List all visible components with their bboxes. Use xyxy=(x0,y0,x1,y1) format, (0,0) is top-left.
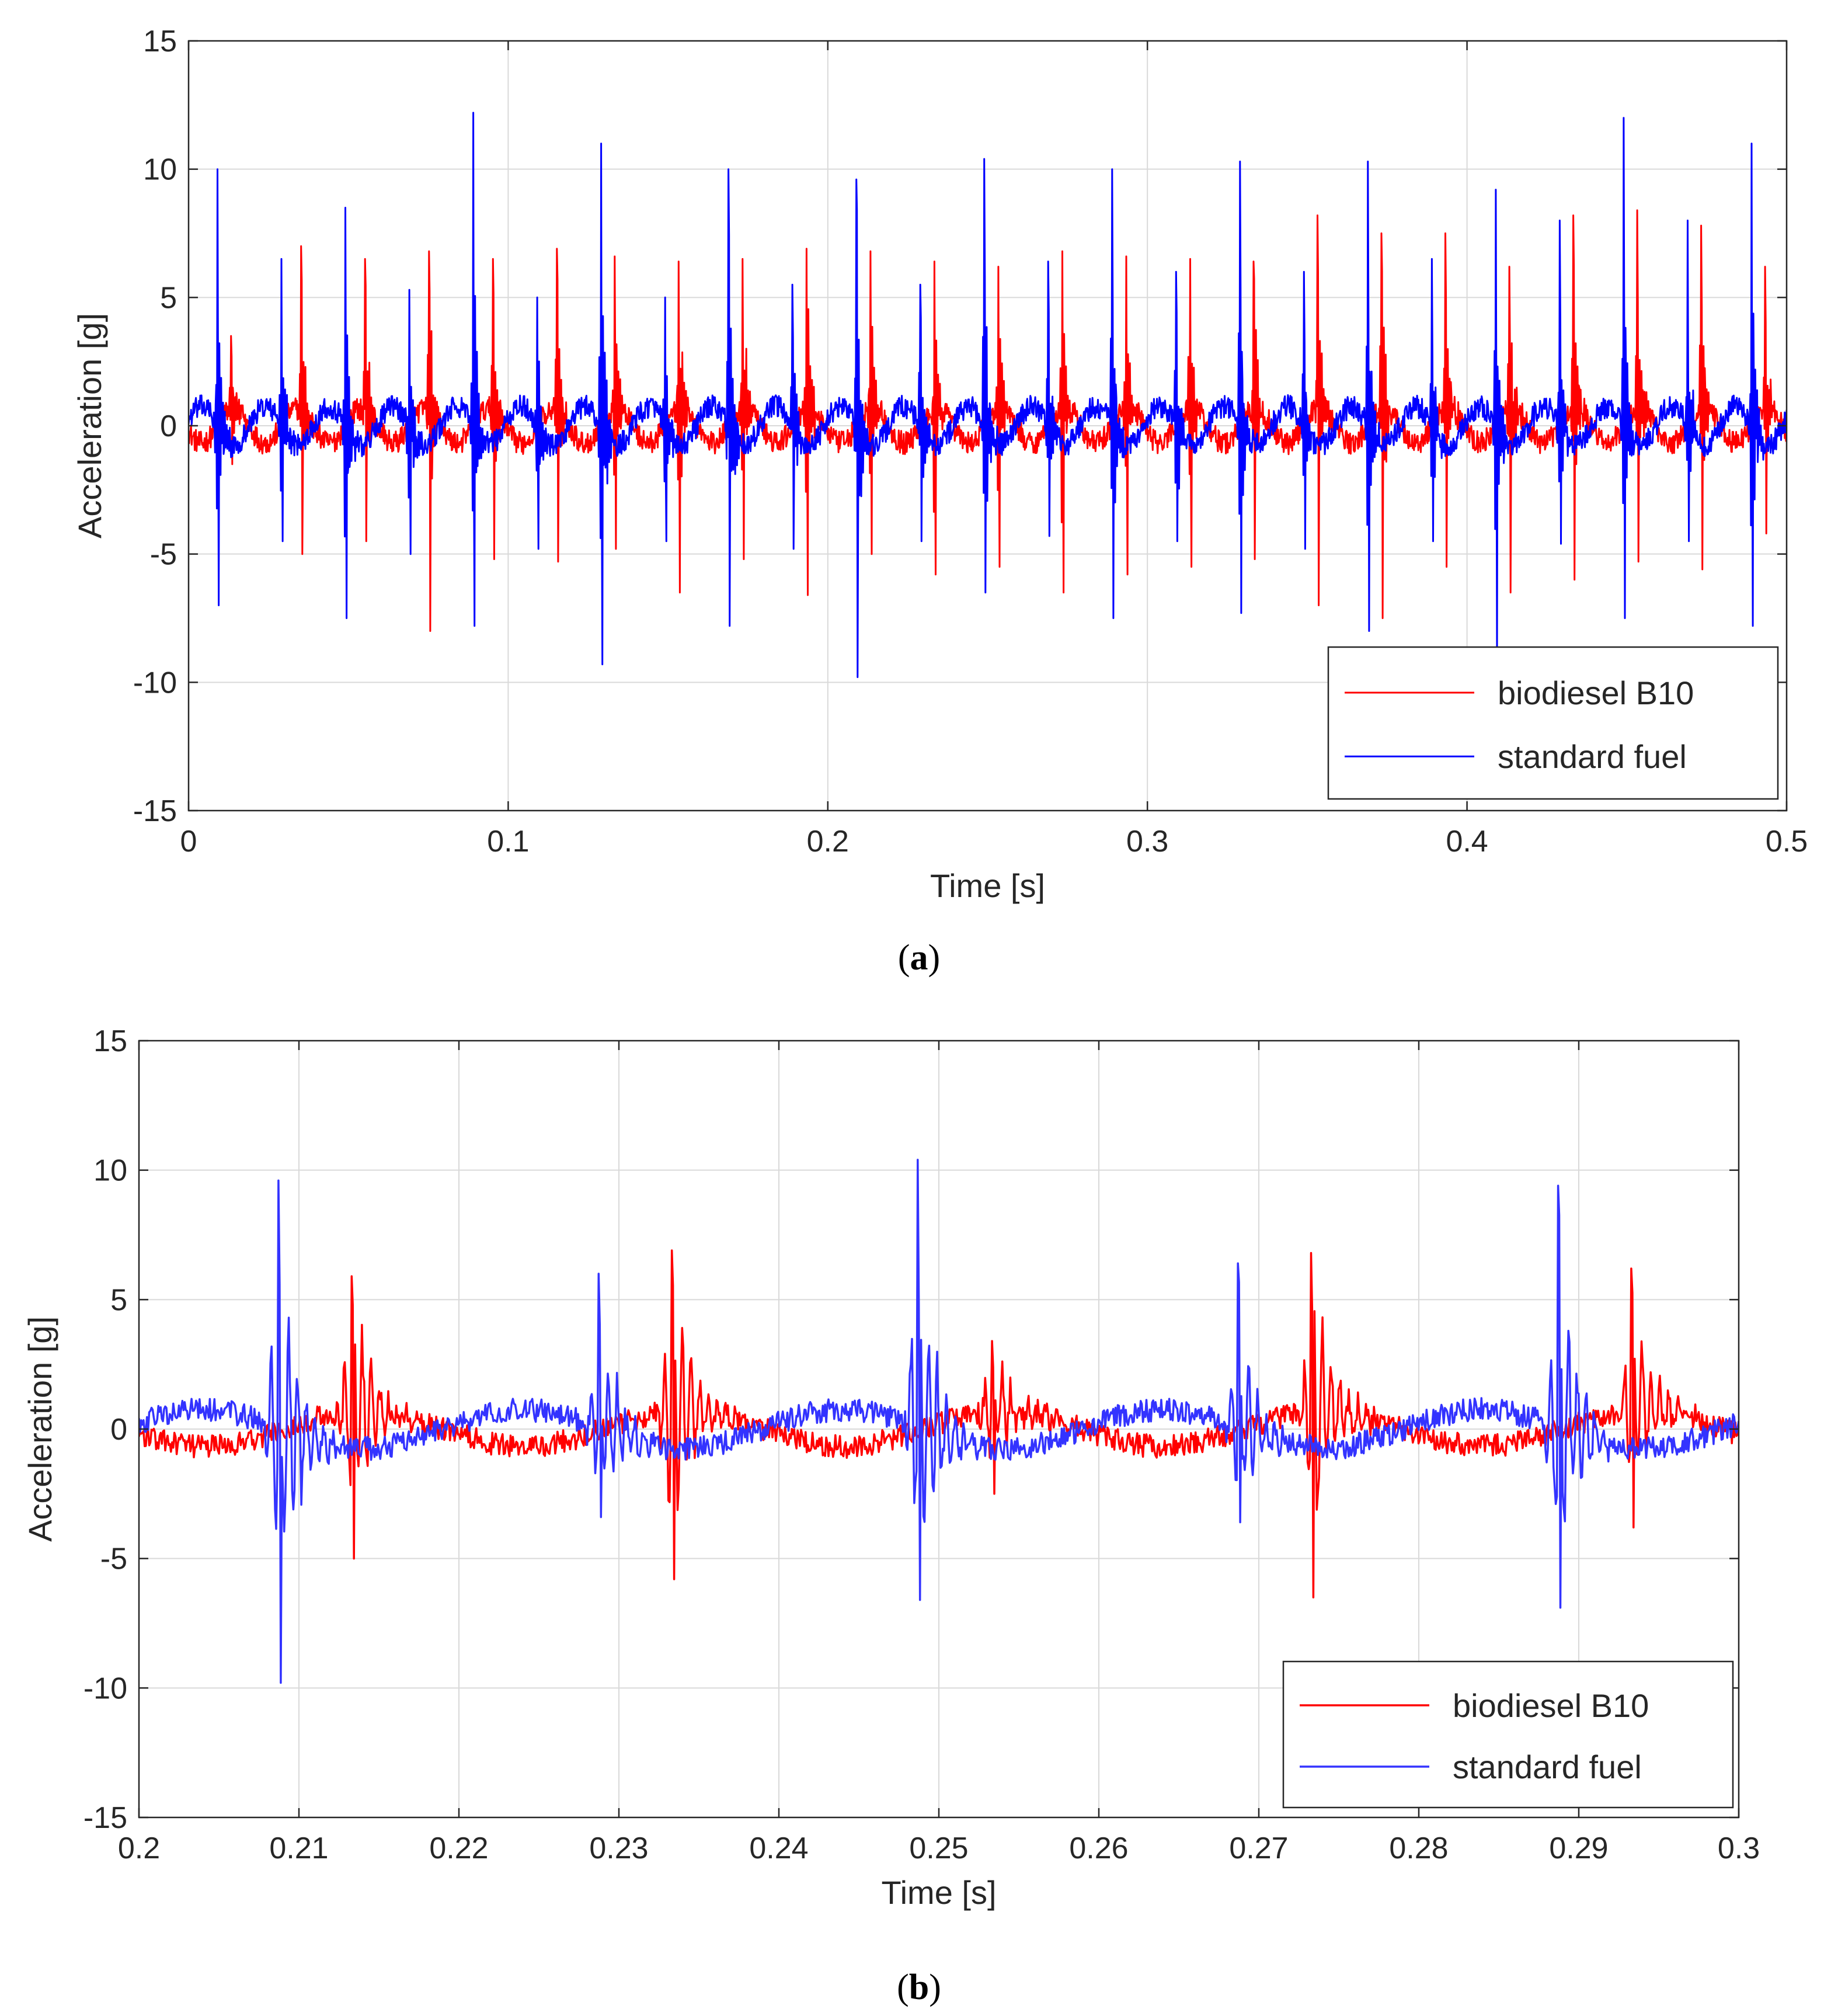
y-tick-label: 5 xyxy=(110,1283,127,1317)
caption-a: (a) xyxy=(0,937,1838,979)
y-tick-label: 5 xyxy=(160,281,177,315)
caption-a-open: ( xyxy=(897,938,910,978)
caption-b-letter: b xyxy=(908,1968,930,2007)
x-tick-label: 0.25 xyxy=(909,1831,968,1865)
y-tick-label: -5 xyxy=(100,1542,127,1576)
x-tick-label: 0.27 xyxy=(1229,1831,1288,1865)
chart-panel-a: 0 0.1 0.2 0.3 0.4 0.5 15 10 5 0 -5 -10 -15 Time [s] Ac… xyxy=(71,25,1808,904)
legend: biodiesel B10 standard fuel xyxy=(1282,1660,1734,1809)
series-group xyxy=(189,112,1787,678)
legend-label-biodiesel: biodiesel B10 xyxy=(1453,1687,1649,1724)
legend-label-standard-fuel: standard fuel xyxy=(1498,738,1687,775)
y-tick-label: -15 xyxy=(133,794,177,828)
series-group xyxy=(139,1159,1739,1684)
x-tick-label: 0.22 xyxy=(429,1831,488,1865)
caption-b: (b) xyxy=(0,1967,1838,2008)
x-tick-label: 0.4 xyxy=(1446,825,1488,858)
legend-label-biodiesel: biodiesel B10 xyxy=(1498,675,1694,711)
x-tick-label: 0.5 xyxy=(1766,825,1808,858)
y-tick-label: 15 xyxy=(93,1024,127,1058)
y-tick-label: -15 xyxy=(83,1801,127,1835)
x-tick-label: 0.28 xyxy=(1389,1831,1448,1865)
x-axis-label: Time [s] xyxy=(930,867,1045,904)
x-tick-label: 0.3 xyxy=(1126,825,1168,858)
x-tick-label: 0.24 xyxy=(749,1831,808,1865)
y-tick-label: -10 xyxy=(83,1671,127,1705)
series-line-standard-fuel xyxy=(139,1159,1739,1684)
x-axis-label: Time [s] xyxy=(881,1874,996,1911)
y-tick-label: 0 xyxy=(160,409,177,443)
y-axis-label: Acceleration [g] xyxy=(71,313,108,538)
y-tick-label: 10 xyxy=(93,1154,127,1188)
caption-a-letter: a xyxy=(910,938,928,978)
x-tick-label: 0.2 xyxy=(807,825,849,858)
x-tick-label: 0 xyxy=(180,825,197,858)
chart-panel-b: 0.2 0.21 0.22 0.23 0.24 0.25 0.26 0.27 0.28 0.29 0… xyxy=(22,1024,1760,1911)
y-tick-label: -10 xyxy=(133,666,177,700)
x-tick-label: 0.29 xyxy=(1549,1831,1608,1865)
series-line-standard-fuel xyxy=(189,112,1787,678)
y-tick-label: 0 xyxy=(110,1413,127,1447)
x-tick-label: 0.26 xyxy=(1069,1831,1128,1865)
caption-b-open: ( xyxy=(897,1968,909,2007)
caption-b-close: ) xyxy=(929,1968,941,2007)
x-tick-label: 0.3 xyxy=(1718,1831,1760,1865)
y-tick-label: 15 xyxy=(143,25,177,58)
caption-a-close: ) xyxy=(928,938,941,978)
x-tick-label: 0.1 xyxy=(487,825,529,858)
legend: biodiesel B10 standard fuel xyxy=(1327,646,1779,800)
x-tick-label: 0.2 xyxy=(118,1831,160,1865)
x-tick-label: 0.21 xyxy=(269,1831,328,1865)
y-axis-label: Acceleration [g] xyxy=(22,1316,58,1542)
y-tick-label: 10 xyxy=(143,153,177,187)
legend-label-standard-fuel: standard fuel xyxy=(1453,1749,1642,1785)
y-tick-label: -5 xyxy=(150,538,177,572)
x-tick-label: 0.23 xyxy=(589,1831,648,1865)
legend-box xyxy=(1282,1660,1734,1809)
legend-box xyxy=(1327,646,1779,800)
